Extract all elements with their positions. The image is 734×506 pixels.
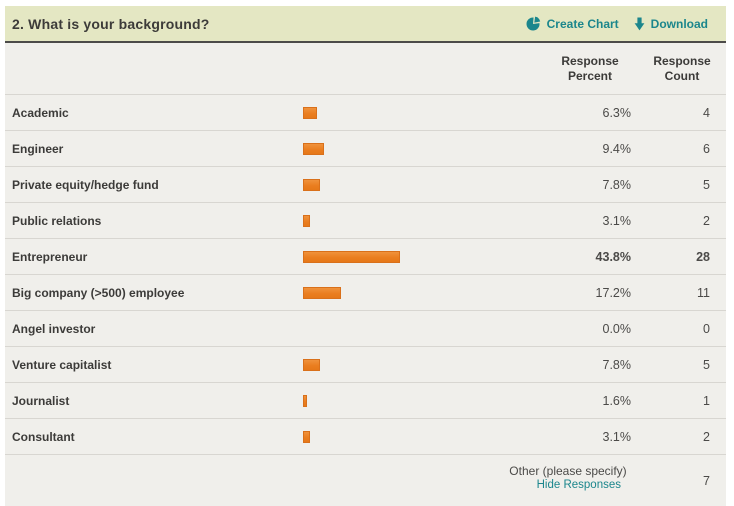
- answer-row: Venture capitalist 7.8% 5: [5, 347, 726, 383]
- response-percent-value: 9.4%: [602, 141, 632, 156]
- other-answers-count: 7: [703, 473, 710, 488]
- answer-row: Consultant 3.1% 2: [5, 419, 726, 455]
- response-bar: [303, 142, 324, 155]
- response-percent-value: 6.3%: [602, 105, 632, 120]
- download-arrow-icon: [634, 17, 645, 31]
- column-headers: Response Percent Response Count: [5, 43, 726, 95]
- question-panel: 2. What is your background? Create Chart: [5, 6, 726, 506]
- response-count-value: 5: [703, 357, 710, 372]
- response-bar: [303, 286, 341, 299]
- answer-label: Big company (>500) employee: [12, 285, 185, 300]
- response-count-value: 4: [703, 105, 710, 120]
- create-chart-button[interactable]: Create Chart: [526, 16, 619, 31]
- question-title: 2. What is your background?: [12, 15, 210, 32]
- answer-row: Public relations 3.1% 2: [5, 203, 726, 239]
- response-bar: [303, 214, 310, 227]
- answer-label: Journalist: [12, 393, 70, 408]
- response-percent-value: 7.8%: [602, 177, 632, 192]
- response-percent-value: 7.8%: [602, 357, 632, 372]
- response-bar: [303, 106, 317, 119]
- answer-row: Entrepreneur 43.8% 28: [5, 239, 726, 275]
- response-count-value: 1: [703, 393, 710, 408]
- question-header-bar: 2. What is your background? Create Chart: [5, 6, 726, 43]
- answer-label: Private equity/hedge fund: [12, 177, 159, 192]
- download-label: Download: [650, 16, 708, 31]
- answer-label: Academic: [12, 105, 69, 120]
- response-count-value: 28: [696, 249, 710, 264]
- response-percent-value: 0.0%: [602, 321, 632, 336]
- hide-responses-link[interactable]: Hide Responses: [536, 479, 621, 491]
- table-footer: Other (please specify) Hide Responses 7: [5, 455, 726, 506]
- response-count-value: 6: [703, 141, 710, 156]
- create-chart-label: Create Chart: [546, 16, 619, 31]
- response-count-value: 5: [703, 177, 710, 192]
- response-percent-value: 17.2%: [595, 285, 631, 300]
- response-bar: [303, 430, 310, 443]
- pie-chart-icon: [526, 16, 541, 31]
- column-header-response-count: Response Count: [653, 53, 711, 83]
- response-percent-value: 1.6%: [602, 393, 632, 408]
- answer-row: Academic 6.3% 4: [5, 95, 726, 131]
- other-answers-label: Other (please specify): [509, 464, 627, 478]
- response-count-value: 11: [697, 285, 710, 300]
- answer-label: Venture capitalist: [12, 357, 112, 372]
- response-percent-value: 43.8%: [595, 249, 631, 264]
- answer-row: Engineer 9.4% 6: [5, 131, 726, 167]
- response-bar: [303, 358, 320, 371]
- answer-label: Angel investor: [12, 321, 96, 336]
- response-bar: [303, 178, 320, 191]
- answer-row: Big company (>500) employee 17.2% 11: [5, 275, 726, 311]
- response-count-value: 2: [703, 429, 710, 444]
- other-answers-block: Other (please specify) Hide Responses: [502, 464, 634, 491]
- header-actions: Create Chart Download: [526, 16, 708, 31]
- answer-rows: Academic 6.3% 4 Engineer 9.4% 6 Private …: [5, 95, 726, 455]
- answer-row: Angel investor 0.0% 0: [5, 311, 726, 347]
- response-bar: [303, 394, 307, 407]
- response-percent-value: 3.1%: [602, 429, 632, 444]
- response-count-value: 0: [703, 321, 710, 336]
- answer-label: Consultant: [12, 429, 75, 444]
- answer-row: Private equity/hedge fund 7.8% 5: [5, 167, 726, 203]
- answer-label: Entrepreneur: [12, 249, 88, 264]
- response-bar: [303, 250, 400, 263]
- results-table: Response Percent Response Count Academic…: [5, 43, 726, 506]
- column-header-response-percent: Response Percent: [561, 53, 619, 83]
- response-count-value: 2: [703, 213, 710, 228]
- download-button[interactable]: Download: [634, 17, 708, 31]
- answer-label: Public relations: [12, 213, 102, 228]
- answer-row: Journalist 1.6% 1: [5, 383, 726, 419]
- response-percent-value: 3.1%: [602, 213, 632, 228]
- answer-label: Engineer: [12, 141, 64, 156]
